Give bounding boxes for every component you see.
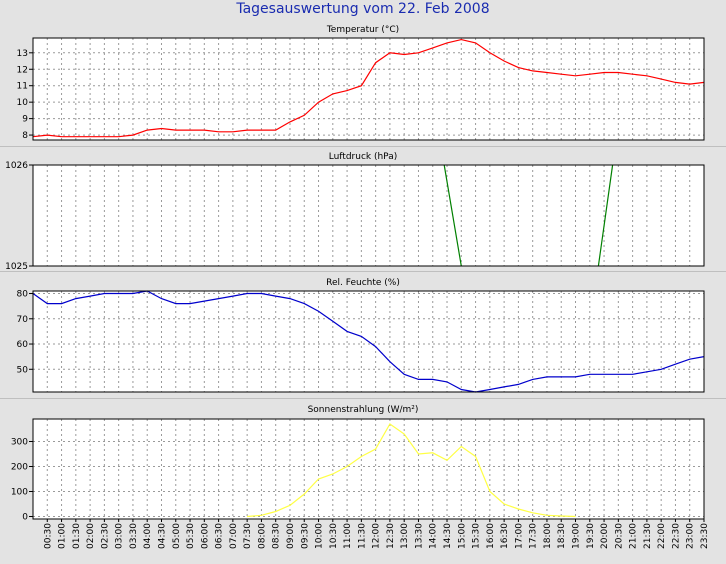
- temperature-chart-title: Temperatur (°C): [326, 25, 400, 35]
- x-tick-label: 23:00: [686, 523, 696, 549]
- pressure-ytick-label: 1026: [5, 161, 28, 171]
- x-tick-label: 16:00: [486, 523, 496, 549]
- x-tick-label: 05:30: [186, 523, 196, 549]
- x-tick-label: 21:30: [643, 523, 653, 549]
- solar-plot-area: [33, 419, 704, 519]
- x-tick-label: 20:30: [614, 523, 624, 549]
- x-tick-label: 18:30: [557, 523, 567, 549]
- x-tick-label: 18:00: [543, 523, 553, 549]
- solar-chart-title: Sonnenstrahlung (W/m²): [307, 405, 419, 415]
- humidity-ytick-label: 70: [17, 315, 29, 325]
- x-tick-label: 03:00: [115, 523, 125, 549]
- humidity-plot-frame: [32, 290, 705, 393]
- x-tick-label: 15:30: [472, 523, 482, 549]
- x-tick-label: 13:30: [414, 523, 424, 549]
- solar-ytick-label: 300: [11, 438, 28, 448]
- pressure-chart-title: Luftdruck (hPa): [328, 152, 398, 162]
- humidity-ytick-label: 50: [17, 365, 29, 375]
- solar-ytick-label: 100: [11, 488, 28, 498]
- x-tick-label: 19:30: [586, 523, 596, 549]
- x-tick-label: 12:30: [386, 523, 396, 549]
- x-tick-label: 19:00: [572, 523, 582, 549]
- humidity-chart-title: Rel. Feuchte (%): [326, 278, 400, 288]
- panel-separator: [0, 146, 726, 147]
- x-tick-label: 06:00: [200, 523, 210, 549]
- x-tick-label: 08:30: [272, 523, 282, 549]
- x-tick-label: 22:30: [671, 523, 681, 549]
- x-tick-label: 13:00: [400, 523, 410, 549]
- x-tick-label: 17:30: [529, 523, 539, 549]
- pressure-plot-frame: [32, 164, 705, 267]
- temperature-ytick-label: 11: [17, 82, 28, 92]
- x-tick-label: 10:30: [329, 523, 339, 549]
- x-tick-label: 04:30: [157, 523, 167, 549]
- solar-plot-frame: [32, 418, 705, 520]
- x-tick-label: 15:00: [457, 523, 467, 549]
- x-tick-label: 20:00: [600, 523, 610, 549]
- x-tick-label: 03:30: [129, 523, 139, 549]
- page-title: Tagesauswertung vom 22. Feb 2008: [236, 1, 490, 17]
- temperature-ytick-label: 10: [17, 98, 29, 108]
- x-tick-label: 01:30: [72, 523, 82, 549]
- x-tick-label: 09:30: [300, 523, 310, 549]
- x-tick-label: 11:30: [357, 523, 367, 549]
- temperature-ytick-label: 13: [17, 49, 28, 59]
- x-tick-label: 07:30: [243, 523, 253, 549]
- x-tick-label: 23:30: [700, 523, 710, 549]
- x-tick-label: 16:30: [500, 523, 510, 549]
- x-tick-label: 04:00: [143, 523, 153, 549]
- solar-ytick-label: 0: [22, 513, 28, 523]
- pressure-plot-area: [33, 165, 704, 266]
- temperature-ytick-label: 9: [22, 115, 28, 125]
- solar-ytick-label: 200: [11, 463, 28, 473]
- pressure-series-line: [597, 164, 614, 267]
- x-tick-label: 08:00: [257, 523, 267, 549]
- temperature-plot-area: [33, 38, 704, 140]
- temperature-series-line: [32, 38, 705, 138]
- x-tick-label: 10:00: [315, 523, 325, 549]
- x-tick-label: 07:00: [229, 523, 239, 549]
- x-tick-label: 06:30: [215, 523, 225, 549]
- x-tick-label: 11:00: [343, 523, 353, 549]
- x-tick-label: 00:30: [43, 523, 53, 549]
- x-tick-label: 09:00: [286, 523, 296, 549]
- humidity-ytick-label: 60: [17, 340, 29, 350]
- x-tick-label: 17:00: [514, 523, 524, 549]
- x-tick-label: 01:00: [58, 523, 68, 549]
- x-tick-label: 02:00: [86, 523, 96, 549]
- pressure-series-line: [443, 164, 462, 267]
- panel-separator: [0, 271, 726, 272]
- x-tick-label: 02:30: [100, 523, 110, 549]
- x-tick-label: 05:00: [172, 523, 182, 549]
- solar-series-line: [247, 423, 576, 518]
- x-tick-label: 21:00: [629, 523, 639, 549]
- pressure-ytick-label: 1025: [5, 262, 28, 272]
- temperature-plot-frame: [32, 37, 705, 141]
- panel-separator: [0, 398, 726, 399]
- x-tick-label: 22:00: [657, 523, 667, 549]
- x-tick-label: 14:00: [429, 523, 439, 549]
- humidity-ytick-label: 80: [17, 290, 29, 300]
- temperature-ytick-label: 8: [22, 131, 28, 141]
- temperature-ytick-label: 12: [17, 65, 28, 75]
- x-tick-label: 14:30: [443, 523, 453, 549]
- x-tick-label: 12:00: [372, 523, 382, 549]
